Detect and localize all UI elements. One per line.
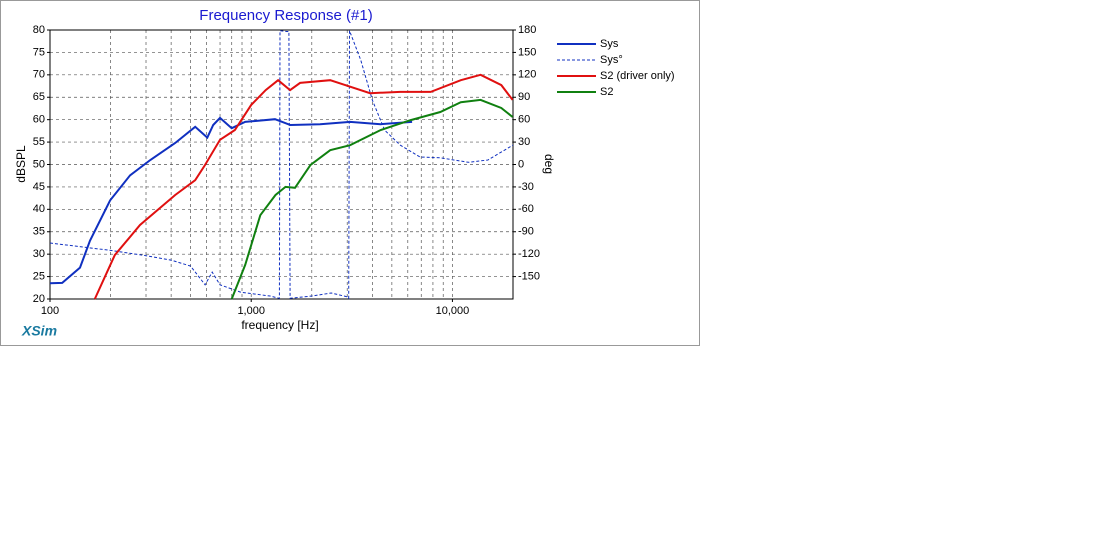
- y-tick-label: 50: [33, 158, 45, 170]
- legend-label: S2: [600, 86, 613, 98]
- y2-tick-label: -150: [518, 270, 540, 282]
- x-tick-label: 100: [41, 305, 59, 317]
- series-line: [49, 30, 514, 300]
- y2-tick-label: 150: [518, 46, 536, 58]
- y2-tick-label: 90: [518, 91, 530, 103]
- y-tick-label: 20: [33, 293, 45, 305]
- plot-frame: [49, 29, 514, 300]
- y2-tick-label: -120: [518, 248, 540, 260]
- y-tick-label: 70: [33, 69, 45, 81]
- y-tick-label: 65: [33, 91, 45, 103]
- y-tick-label: 30: [33, 248, 45, 260]
- y2-tick-label: 30: [518, 136, 530, 148]
- series-line: [230, 98, 514, 300]
- legend-label: Sys: [600, 38, 619, 50]
- y-tick-label: 45: [33, 181, 45, 193]
- y2-tick-label: 0: [518, 158, 524, 170]
- y-axis-label: dBSPL: [14, 145, 28, 183]
- panel: [0, 0, 700, 346]
- y-tick-label: 55: [33, 136, 45, 148]
- y-tick-label: 80: [33, 24, 45, 36]
- y-tick-label: 75: [33, 46, 45, 58]
- brand: XSim: [21, 323, 57, 339]
- y2-tick-label: 60: [518, 114, 530, 126]
- y2-tick-label: -60: [518, 203, 534, 215]
- y2-tick-label: -90: [518, 226, 534, 238]
- y-tick-label: 40: [33, 203, 45, 215]
- x-tick-label: 1,000: [237, 305, 265, 317]
- y-tick-label: 60: [33, 114, 45, 126]
- y2-tick-label: 120: [518, 69, 536, 81]
- legend-label: S2 (driver only): [600, 70, 675, 82]
- series-line: [49, 116, 413, 285]
- x-tick-label: 10,000: [436, 305, 470, 317]
- x-axis-label: frequency [Hz]: [241, 318, 318, 332]
- series-line: [93, 73, 514, 300]
- legend-label: Sys°: [600, 54, 623, 66]
- chart-title: Frequency Response (#1): [199, 7, 372, 24]
- y2-tick-label: 180: [518, 24, 536, 36]
- y-tick-label: 35: [33, 226, 45, 238]
- y2-axis-label: deg: [542, 154, 556, 174]
- y-tick-label: 25: [33, 270, 45, 282]
- y2-tick-label: -30: [518, 181, 534, 193]
